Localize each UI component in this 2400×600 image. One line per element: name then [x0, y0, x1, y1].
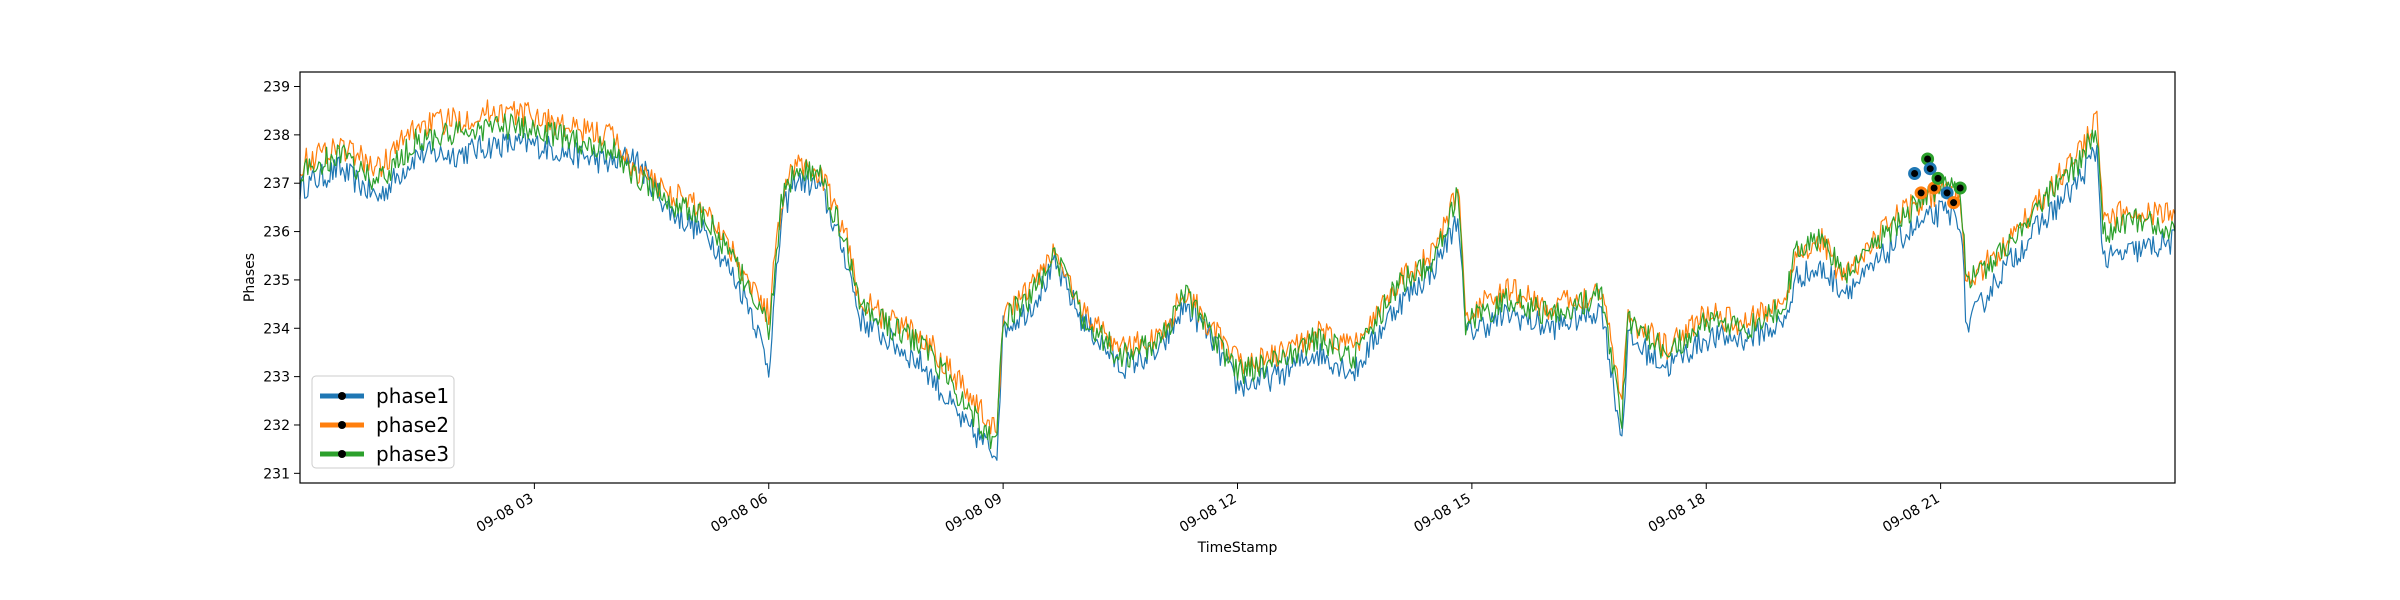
legend-label-phase2: phase2: [376, 413, 449, 437]
series-marker: [1914, 186, 1928, 200]
y-tick-label: 236: [263, 225, 290, 241]
series-line-phase3: [299, 113, 2176, 450]
legend: phase1 phase2 phase3: [311, 375, 455, 469]
series-marker: [1931, 171, 1945, 185]
y-tick-label: 234: [263, 321, 290, 337]
legend-box: [311, 375, 455, 469]
axes-background: [300, 72, 2175, 483]
series-marker: [1940, 186, 1954, 200]
legend-marker: [338, 392, 346, 400]
y-tick-label: 235: [263, 273, 290, 289]
series-marker: [1947, 196, 1961, 210]
legend-marker: [338, 421, 346, 429]
plot-area: [300, 72, 2175, 483]
marker-layer: [1908, 152, 1967, 210]
legend-label-phase3: phase3: [376, 442, 449, 466]
y-tick-label: 239: [263, 80, 290, 96]
x-axis-title: TimeStamp: [1197, 540, 1278, 556]
y-tick-label: 237: [263, 176, 290, 192]
series-marker: [1923, 162, 1937, 176]
series-line-phase2: [299, 99, 2176, 435]
series-layer: [299, 99, 2176, 461]
series-marker: [1908, 167, 1922, 180]
series-marker: [1953, 181, 1967, 195]
y-tick-label: 238: [263, 128, 290, 144]
y-tick-label: 231: [263, 466, 290, 482]
y-tick-label: 233: [263, 370, 290, 386]
legend-marker: [338, 450, 346, 458]
y-axis: 231 232 233 234 235 236 237 238 239: [263, 80, 300, 482]
y-axis-title: Phases: [242, 253, 258, 302]
legend-label-phase1: phase1: [376, 384, 449, 408]
y-tick-label: 232: [263, 418, 290, 434]
